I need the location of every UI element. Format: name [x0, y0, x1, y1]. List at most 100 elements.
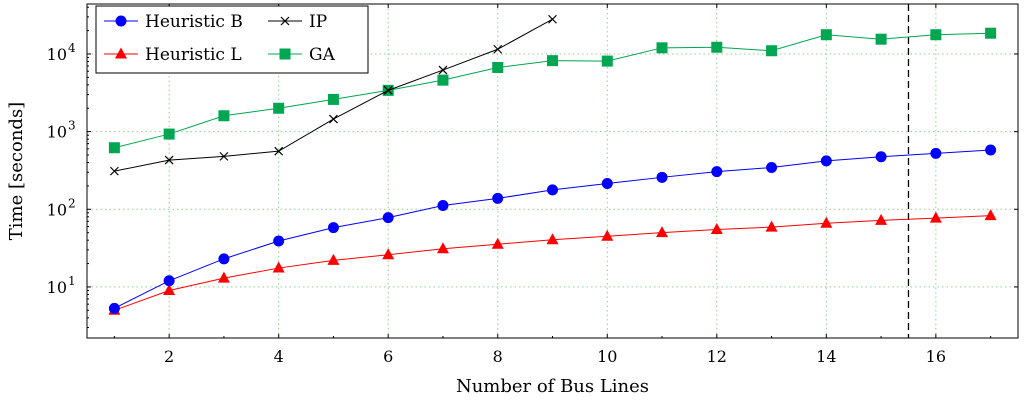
data-point-heuristic-l	[217, 271, 230, 283]
data-point-heuristic-b	[327, 222, 339, 234]
x-tick-label: 10	[597, 347, 617, 366]
y-axis-label: Time [seconds]	[6, 102, 27, 240]
data-point-heuristic-b	[820, 155, 832, 167]
cross-stroke	[438, 65, 448, 75]
data-point-heuristic-b	[108, 302, 120, 314]
legend-swatch-marker	[115, 47, 127, 59]
data-point-ga	[820, 29, 832, 41]
data-point-heuristic-l	[710, 222, 723, 234]
data-point-ip	[329, 114, 338, 124]
series-ga	[108, 27, 997, 154]
legend-label: Heuristic B	[145, 12, 243, 32]
series-line-heuristic-b	[114, 149, 991, 309]
series-layer	[108, 14, 997, 315]
data-point-ga	[163, 128, 175, 140]
data-point-ip	[493, 44, 503, 54]
data-point-ga	[601, 55, 613, 67]
data-point-ga	[985, 27, 997, 39]
data-point-heuristic-b	[218, 253, 230, 265]
data-point-heuristic-l	[546, 233, 559, 245]
legend-swatch-marker	[280, 16, 290, 26]
cross-stroke	[280, 16, 290, 26]
series-heuristic-b	[108, 144, 997, 314]
y-tick-exponent: 1	[68, 274, 76, 288]
cross-stroke	[219, 151, 229, 161]
legend-item-heuristic-b: Heuristic B	[104, 12, 243, 32]
cross-stroke	[164, 155, 174, 165]
x-tick-label: 16	[926, 347, 946, 366]
series-ip	[109, 14, 557, 176]
data-point-heuristic-l	[601, 229, 614, 241]
data-point-heuristic-l	[820, 216, 833, 228]
data-point-ga	[273, 102, 285, 114]
series-heuristic-l	[108, 209, 997, 315]
data-point-ga	[875, 33, 887, 45]
data-point-ga	[327, 93, 339, 105]
data-point-heuristic-l	[984, 209, 997, 221]
data-point-heuristic-b	[273, 235, 285, 247]
data-point-heuristic-b	[437, 199, 449, 211]
data-point-ip	[219, 151, 229, 161]
cross-stroke	[548, 14, 557, 24]
data-point-heuristic-b	[163, 275, 175, 287]
data-point-ip	[438, 65, 448, 75]
data-point-heuristic-b	[875, 151, 887, 163]
legend-item-ga: GA	[268, 45, 336, 65]
legend-swatch-marker	[115, 15, 127, 27]
data-point-ga	[930, 29, 942, 41]
x-tick-label: 6	[383, 347, 393, 366]
data-point-ga	[547, 55, 558, 67]
legend-label: IP	[309, 12, 327, 32]
data-point-ga	[218, 110, 230, 122]
data-point-ip	[383, 85, 393, 95]
data-point-ip	[548, 14, 557, 24]
legend-label: GA	[309, 45, 336, 65]
x-tick-label: 14	[816, 347, 836, 366]
data-point-heuristic-b	[656, 171, 668, 183]
data-point-heuristic-l	[436, 242, 449, 254]
cross-stroke	[383, 85, 393, 95]
data-point-heuristic-b	[985, 144, 997, 156]
data-point-heuristic-b	[492, 192, 504, 204]
data-point-ga	[656, 42, 668, 54]
legend: Heuristic B IP Heuristic L GA	[95, 5, 369, 74]
legend-item-ip: IP	[268, 12, 327, 32]
series-line-heuristic-l	[114, 215, 991, 311]
legend-swatch-marker	[279, 48, 291, 60]
data-point-heuristic-l	[163, 283, 176, 295]
data-point-heuristic-b	[930, 147, 942, 159]
data-point-ga	[766, 45, 778, 57]
y-tick-exponent: 4	[68, 41, 76, 55]
x-tick-label: 12	[707, 347, 727, 366]
legend-item-heuristic-l: Heuristic L	[104, 45, 242, 65]
y-tick-label: 10	[47, 200, 67, 219]
legend-label: Heuristic L	[145, 45, 242, 65]
legend-box	[95, 5, 369, 74]
cross-stroke	[493, 44, 503, 54]
data-point-heuristic-l	[929, 211, 942, 223]
data-point-heuristic-l	[656, 226, 669, 238]
data-point-heuristic-l	[491, 237, 504, 249]
data-point-heuristic-l	[875, 213, 888, 225]
y-tick-label: 10	[47, 278, 67, 297]
x-tick-label: 2	[164, 347, 174, 366]
y-tick-label: 10	[47, 123, 67, 142]
y-tick-exponent: 3	[68, 119, 76, 133]
data-point-ip	[274, 146, 284, 156]
x-tick-label: 8	[493, 347, 503, 366]
data-point-heuristic-l	[272, 261, 285, 273]
data-point-heuristic-b	[711, 166, 723, 178]
data-point-ga	[437, 74, 449, 86]
x-axis-label: Number of Bus Lines	[456, 376, 649, 397]
x-tick-label: 4	[274, 347, 284, 366]
y-tick-exponent: 2	[68, 196, 76, 210]
data-point-ga	[108, 142, 120, 154]
data-point-ip	[164, 155, 174, 165]
data-point-heuristic-b	[382, 212, 394, 224]
cross-stroke	[329, 114, 338, 124]
cross-stroke	[109, 166, 119, 176]
x-axis-ticks: 2 4 6 8 10 12 14 16	[113, 4, 992, 366]
data-point-ga	[492, 61, 504, 73]
